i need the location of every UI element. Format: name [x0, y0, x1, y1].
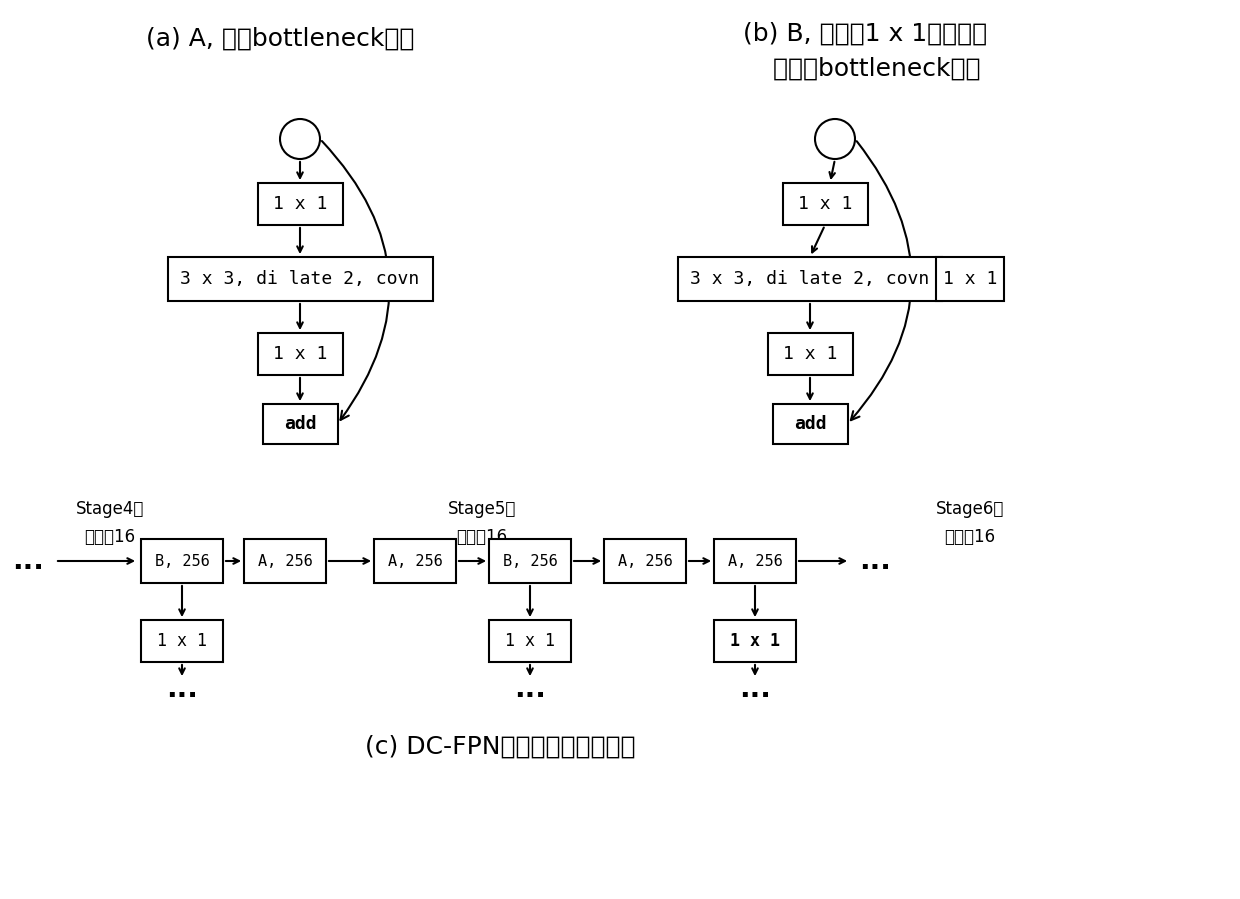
Text: Stage5的: Stage5的 [448, 500, 516, 518]
Text: (b) B, 增加了1 x 1卷积映射: (b) B, 增加了1 x 1卷积映射 [743, 22, 987, 46]
FancyArrowPatch shape [851, 141, 911, 420]
Text: 步长为16: 步长为16 [456, 528, 507, 546]
Text: 步长为16: 步长为16 [945, 528, 996, 546]
Text: A, 256: A, 256 [388, 554, 443, 568]
Text: A, 256: A, 256 [728, 554, 782, 568]
FancyBboxPatch shape [768, 333, 853, 375]
Text: 1 x 1: 1 x 1 [782, 345, 837, 363]
FancyBboxPatch shape [604, 539, 686, 583]
FancyBboxPatch shape [244, 539, 326, 583]
FancyBboxPatch shape [714, 620, 796, 662]
Text: Stage4的: Stage4的 [76, 500, 144, 518]
FancyBboxPatch shape [258, 183, 342, 225]
Text: 1 x 1: 1 x 1 [157, 632, 207, 650]
Text: ...: ... [859, 547, 890, 575]
FancyBboxPatch shape [489, 539, 570, 583]
Text: 3 x 3, di late 2, covn: 3 x 3, di late 2, covn [691, 270, 930, 288]
Text: 的空洞bottleneck结构: 的空洞bottleneck结构 [749, 57, 981, 81]
FancyBboxPatch shape [782, 183, 868, 225]
FancyArrowPatch shape [322, 141, 389, 420]
FancyBboxPatch shape [141, 539, 223, 583]
FancyBboxPatch shape [167, 257, 433, 301]
Text: Stage6的: Stage6的 [936, 500, 1004, 518]
Text: (c) DC-FPN的自底向上传输模块: (c) DC-FPN的自底向上传输模块 [365, 735, 635, 759]
Text: B, 256: B, 256 [502, 554, 557, 568]
Text: add: add [794, 415, 826, 433]
Text: A, 256: A, 256 [258, 554, 312, 568]
FancyBboxPatch shape [258, 333, 342, 375]
Text: ...: ... [12, 547, 43, 575]
Text: 3 x 3, di late 2, covn: 3 x 3, di late 2, covn [180, 270, 419, 288]
Text: 步长为16: 步长为16 [84, 528, 135, 546]
FancyBboxPatch shape [773, 404, 847, 444]
FancyBboxPatch shape [677, 257, 942, 301]
FancyBboxPatch shape [714, 539, 796, 583]
FancyBboxPatch shape [936, 257, 1004, 301]
FancyBboxPatch shape [374, 539, 456, 583]
Text: ...: ... [739, 675, 771, 703]
Text: 1 x 1: 1 x 1 [797, 195, 852, 213]
Text: ...: ... [515, 675, 546, 703]
Text: 1 x 1: 1 x 1 [273, 345, 327, 363]
Text: 1 x 1: 1 x 1 [730, 632, 780, 650]
Text: ...: ... [166, 675, 198, 703]
Text: B, 256: B, 256 [155, 554, 210, 568]
FancyBboxPatch shape [141, 620, 223, 662]
Text: add: add [284, 415, 316, 433]
Text: 1 x 1: 1 x 1 [942, 270, 997, 288]
Text: A, 256: A, 256 [618, 554, 672, 568]
Text: 1 x 1: 1 x 1 [505, 632, 556, 650]
FancyBboxPatch shape [263, 404, 337, 444]
Text: 1 x 1: 1 x 1 [273, 195, 327, 213]
Text: (a) A, 空洞bottleneck结构: (a) A, 空洞bottleneck结构 [146, 27, 414, 51]
FancyBboxPatch shape [489, 620, 570, 662]
